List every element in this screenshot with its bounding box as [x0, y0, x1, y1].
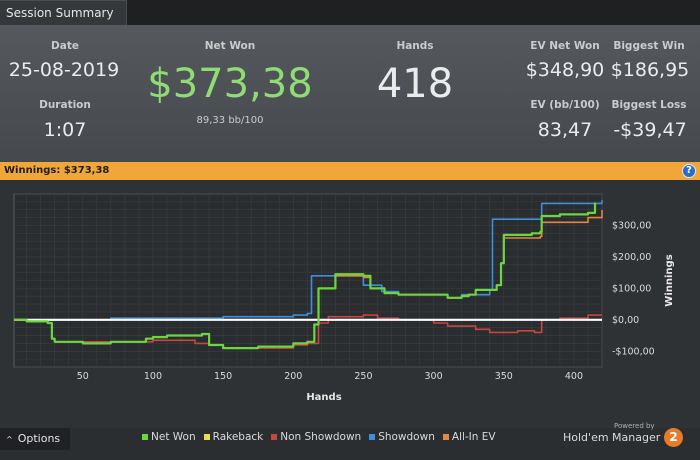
legend-label: All-In EV [451, 431, 496, 443]
legend-swatch [203, 434, 210, 440]
series-line-non-showdown [14, 314, 602, 349]
legend-swatch [442, 434, 449, 440]
y-tick-label: $0,00 [612, 315, 639, 326]
hands-value: 418 [376, 61, 454, 107]
y-tick-label: $200,00 [612, 252, 651, 263]
x-tick-label: 150 [214, 371, 232, 382]
legend-item-all-in-ev[interactable]: All-In EV [442, 431, 496, 443]
y-axis-label: Winnings [664, 254, 675, 306]
x-tick-label: 300 [425, 371, 443, 382]
net-won-value: $373,38 [147, 61, 313, 107]
legend-swatch [369, 434, 376, 440]
y-tick-label: $100,00 [612, 283, 651, 294]
legend-label: Rakeback [212, 431, 264, 443]
legend-swatch [271, 434, 278, 440]
series-line-net-won [14, 202, 597, 350]
y-tick-label: -$100,00 [612, 346, 655, 357]
x-tick-label: 50 [77, 371, 89, 382]
x-axis-label: Hands [306, 392, 341, 403]
ev-net-won-label: EV Net Won [530, 40, 600, 52]
winnings-chart: 50 100 150 200 250 300 350 400 -$100,00 $0,00 $100… [13, 193, 675, 403]
legend-item-net-won[interactable]: Net Won [142, 431, 196, 443]
powered-by-text: Powered by [614, 422, 655, 430]
x-tick-label: 400 [565, 371, 583, 382]
options-label: Options [17, 432, 61, 445]
legend-label: Showdown [378, 431, 435, 443]
chart-legend: Net Won Rakeback Non Showdown Showdown All-I… [142, 431, 504, 443]
biggest-loss-label: Biggest Loss [611, 99, 687, 111]
x-tick-label: 100 [144, 371, 162, 382]
biggest-loss-value: -$39,47 [613, 119, 687, 141]
brand-name: Hold'em Manager [563, 431, 661, 444]
hands-label: Hands [396, 40, 434, 52]
net-won-bb: 89,33 bb/100 [196, 115, 264, 126]
session-summary-panel: Date 25-08-2019 Duration 1:07 Net Won $3… [0, 25, 700, 162]
legend-item-non-showdown[interactable]: Non Showdown [271, 431, 361, 443]
legend-item-showdown[interactable]: Showdown [369, 431, 435, 443]
ev-bb-value: 83,47 [537, 119, 593, 141]
winnings-text: Winnings: $373,38 [4, 165, 110, 176]
options-button[interactable]: ^ Options [0, 428, 70, 450]
ev-bb-label: EV (bb/100) [530, 99, 600, 111]
biggest-win-value: $186,95 [610, 59, 690, 81]
legend-swatch [142, 434, 148, 440]
legend-item-rakeback[interactable]: Rakeback [203, 431, 264, 443]
date-label: Date [51, 40, 79, 52]
x-tick-label: 200 [284, 371, 302, 382]
footer: ^ Options Net Won Rakeback Non Showdown Show… [0, 422, 700, 460]
legend-label: Net Won [151, 431, 196, 443]
x-tick-label: 250 [354, 371, 372, 382]
brand-logo-icon: 2 [664, 428, 683, 447]
date-value: 25-08-2019 [8, 59, 120, 81]
tab-bar: Session Summary [0, 0, 700, 25]
duration-label: Duration [39, 99, 91, 111]
tab-session-summary[interactable]: Session Summary [0, 0, 127, 25]
legend-label: Non Showdown [280, 431, 362, 443]
chevron-up-icon: ^ [6, 435, 13, 444]
help-icon[interactable]: ? [682, 164, 696, 178]
x-tick-label: 350 [495, 371, 513, 382]
net-won-label: Net Won [204, 40, 256, 52]
ev-net-won-value: $348,90 [525, 59, 605, 81]
winnings-chart-area: 50 100 150 200 250 300 350 400 -$100,00 $0,00 $100… [0, 180, 700, 428]
winnings-bar: Winnings: $373,38 ? [0, 162, 700, 180]
y-tick-label: $300,00 [612, 220, 651, 231]
duration-value: 1:07 [43, 119, 87, 141]
biggest-win-label: Biggest Win [613, 40, 685, 52]
